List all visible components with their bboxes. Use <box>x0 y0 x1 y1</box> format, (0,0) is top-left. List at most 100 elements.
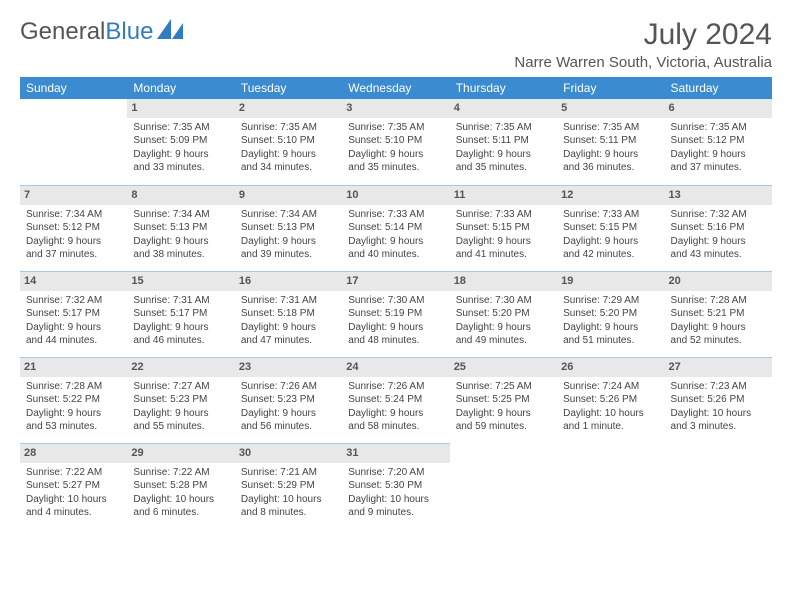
day-detail-line: Sunset: 5:10 PM <box>241 134 336 148</box>
day-detail-line: and 44 minutes. <box>26 334 121 348</box>
calendar-cell: 13Sunrise: 7:32 AMSunset: 5:16 PMDayligh… <box>665 185 772 271</box>
day-number: 13 <box>665 185 772 205</box>
calendar-row: 28Sunrise: 7:22 AMSunset: 5:27 PMDayligh… <box>20 443 772 529</box>
day-number: 3 <box>342 99 449 118</box>
day-detail-line: Daylight: 9 hours <box>241 407 336 421</box>
day-detail-line: and 33 minutes. <box>133 161 228 175</box>
day-detail-line: and 1 minute. <box>563 420 658 434</box>
calendar-cell: 3Sunrise: 7:35 AMSunset: 5:10 PMDaylight… <box>342 99 449 185</box>
day-detail-line: Sunset: 5:15 PM <box>563 221 658 235</box>
day-detail-line: Sunset: 5:28 PM <box>133 479 228 493</box>
day-detail-line: Sunrise: 7:32 AM <box>671 208 766 222</box>
day-detail-line: Daylight: 9 hours <box>563 321 658 335</box>
day-detail-line: Daylight: 9 hours <box>26 407 121 421</box>
day-detail-line: Sunset: 5:20 PM <box>456 307 551 321</box>
day-detail-line: and 48 minutes. <box>348 334 443 348</box>
dayname-header: Friday <box>557 77 664 99</box>
day-number: 20 <box>665 271 772 291</box>
calendar-cell: 27 Sunrise: 7:23 AMSunset: 5:26 PMDayligh… <box>665 357 772 443</box>
day-number: 31 <box>342 443 449 463</box>
day-detail-line: Sunset: 5:26 PM <box>671 393 766 407</box>
day-detail-line: Daylight: 10 hours <box>26 493 121 507</box>
calendar-cell: 23 Sunrise: 7:26 AMSunset: 5:23 PMDayligh… <box>235 357 342 443</box>
day-number: 29 <box>127 443 234 463</box>
day-detail-line: Sunrise: 7:28 AM <box>671 294 766 308</box>
day-detail-line: Sunrise: 7:26 AM <box>241 380 336 394</box>
day-detail-line: Daylight: 9 hours <box>26 321 121 335</box>
calendar-cell: 15Sunrise: 7:31 AMSunset: 5:17 PMDayligh… <box>127 271 234 357</box>
calendar-cell: 9Sunrise: 7:34 AMSunset: 5:13 PMDaylight… <box>235 185 342 271</box>
day-detail-line: Sunrise: 7:20 AM <box>348 466 443 480</box>
calendar-cell: 31Sunrise: 7:20 AMSunset: 5:30 PMDayligh… <box>342 443 449 529</box>
day-detail-line: Sunset: 5:23 PM <box>133 393 228 407</box>
day-detail-line: and 37 minutes. <box>671 161 766 175</box>
day-detail-line: Sunrise: 7:33 AM <box>563 208 658 222</box>
day-number: 2 <box>235 99 342 118</box>
day-detail-line: Sunrise: 7:28 AM <box>26 380 121 394</box>
day-number: 6 <box>665 99 772 118</box>
calendar-cell: 21Sunrise: 7:28 AMSunset: 5:22 PMDayligh… <box>20 357 127 443</box>
day-detail-line: Daylight: 10 hours <box>241 493 336 507</box>
calendar-cell: 10Sunrise: 7:33 AMSunset: 5:14 PMDayligh… <box>342 185 449 271</box>
day-detail-line: Daylight: 9 hours <box>133 148 228 162</box>
day-detail-line: Daylight: 9 hours <box>133 407 228 421</box>
day-detail-line: and 6 minutes. <box>133 506 228 520</box>
dayname-header: Sunday <box>20 77 127 99</box>
day-detail-line: Daylight: 10 hours <box>671 407 766 421</box>
calendar-row: 14Sunrise: 7:32 AMSunset: 5:17 PMDayligh… <box>20 271 772 357</box>
day-detail-line: Sunset: 5:12 PM <box>671 134 766 148</box>
day-detail-line: Daylight: 9 hours <box>671 321 766 335</box>
day-detail-line: Daylight: 10 hours <box>133 493 228 507</box>
day-number: 23 <box>235 357 342 377</box>
calendar-cell: 26Sunrise: 7:24 AMSunset: 5:26 PMDayligh… <box>557 357 664 443</box>
day-detail-line: Sunrise: 7:29 AM <box>563 294 658 308</box>
calendar-cell: 17Sunrise: 7:30 AMSunset: 5:19 PMDayligh… <box>342 271 449 357</box>
calendar-cell: 28Sunrise: 7:22 AMSunset: 5:27 PMDayligh… <box>20 443 127 529</box>
day-number: 27 <box>665 357 772 377</box>
logo: GeneralBlue <box>20 18 183 46</box>
calendar-cell: 22Sunrise: 7:27 AMSunset: 5:23 PMDayligh… <box>127 357 234 443</box>
day-detail-line: Sunrise: 7:22 AM <box>26 466 121 480</box>
day-detail-line: Sunset: 5:13 PM <box>133 221 228 235</box>
day-detail-line: Sunrise: 7:31 AM <box>241 294 336 308</box>
day-detail-line: Daylight: 9 hours <box>241 235 336 249</box>
day-detail-line: Sunrise: 7:23 AM <box>671 380 766 394</box>
day-detail-line: Sunset: 5:23 PM <box>241 393 336 407</box>
day-number: 10 <box>342 185 449 205</box>
page-subtitle: Narre Warren South, Victoria, Australia <box>514 54 772 71</box>
day-detail-line: Sunset: 5:14 PM <box>348 221 443 235</box>
day-detail-line: Sunrise: 7:22 AM <box>133 466 228 480</box>
calendar-cell: 20Sunrise: 7:28 AMSunset: 5:21 PMDayligh… <box>665 271 772 357</box>
day-detail-line: Sunset: 5:24 PM <box>348 393 443 407</box>
day-detail-line: Sunset: 5:11 PM <box>456 134 551 148</box>
calendar-cell: 11Sunrise: 7:33 AMSunset: 5:15 PMDayligh… <box>450 185 557 271</box>
day-detail-line: Daylight: 9 hours <box>348 148 443 162</box>
calendar-table: SundayMondayTuesdayWednesdayThursdayFrid… <box>20 77 772 529</box>
day-detail-line: and 56 minutes. <box>241 420 336 434</box>
page-title: July 2024 <box>514 18 772 52</box>
day-number: 1 <box>127 99 234 118</box>
calendar-cell: 29 Sunrise: 7:22 AMSunset: 5:28 PMDayligh… <box>127 443 234 529</box>
dayname-header: Thursday <box>450 77 557 99</box>
day-detail-line: Sunset: 5:16 PM <box>671 221 766 235</box>
day-detail-line: Sunset: 5:15 PM <box>456 221 551 235</box>
day-detail-line: Sunset: 5:11 PM <box>563 134 658 148</box>
day-detail-line: and 40 minutes. <box>348 248 443 262</box>
calendar-row: 21Sunrise: 7:28 AMSunset: 5:22 PMDayligh… <box>20 357 772 443</box>
day-detail-line: Sunrise: 7:35 AM <box>133 121 228 135</box>
calendar-cell: 19Sunrise: 7:29 AMSunset: 5:20 PMDayligh… <box>557 271 664 357</box>
day-detail-line: Sunrise: 7:21 AM <box>241 466 336 480</box>
day-detail-line: Sunset: 5:12 PM <box>26 221 121 235</box>
day-detail-line: and 34 minutes. <box>241 161 336 175</box>
calendar-cell: 14Sunrise: 7:32 AMSunset: 5:17 PMDayligh… <box>20 271 127 357</box>
dayname-header: Tuesday <box>235 77 342 99</box>
calendar-cell: 16Sunrise: 7:31 AMSunset: 5:18 PMDayligh… <box>235 271 342 357</box>
day-detail-line: Sunset: 5:29 PM <box>241 479 336 493</box>
day-number: 28 <box>20 443 127 463</box>
day-detail-line: and 49 minutes. <box>456 334 551 348</box>
day-detail-line: Sunrise: 7:26 AM <box>348 380 443 394</box>
day-detail-line: Sunrise: 7:34 AM <box>241 208 336 222</box>
day-detail-line: Daylight: 9 hours <box>133 321 228 335</box>
calendar-cell <box>557 443 664 529</box>
day-detail-line: Sunrise: 7:32 AM <box>26 294 121 308</box>
